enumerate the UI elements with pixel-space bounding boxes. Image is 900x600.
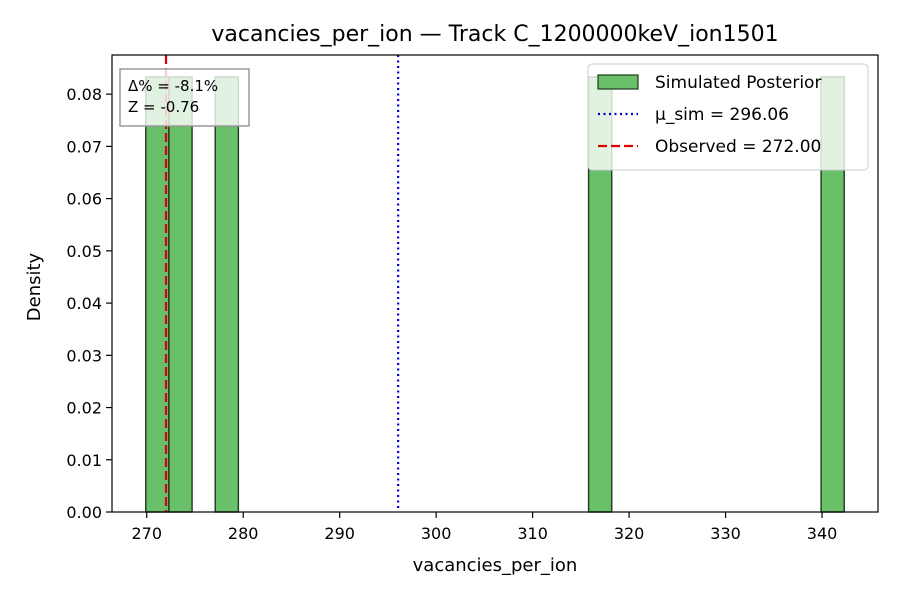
reference-lines-layer — [164, 55, 400, 512]
histogram-bar — [214, 76, 240, 513]
y-tick-label: 0.07 — [66, 137, 102, 156]
x-tick-label: 270 — [131, 524, 162, 543]
legend-box — [587, 63, 869, 171]
x-tick-label: 280 — [228, 524, 259, 543]
annotation-text: Δ% = -8.1% — [128, 77, 218, 95]
legend-label: μ_sim = 296.06 — [655, 105, 789, 125]
y-tick-label: 0.00 — [66, 503, 102, 522]
chart-title: vacancies_per_ion — Track C_1200000keV_i… — [211, 22, 778, 47]
x-tick-label: 290 — [324, 524, 355, 543]
legend-swatch-posterior — [597, 74, 639, 90]
y-tick-label: 0.08 — [66, 85, 102, 104]
legend-label: Simulated Posterior — [655, 73, 821, 93]
x-tick-label: 340 — [807, 524, 838, 543]
x-tick-label: 300 — [421, 524, 452, 543]
y-tick-label: 0.03 — [66, 346, 102, 365]
y-tick-label: 0.06 — [66, 190, 102, 209]
plot-frame — [111, 54, 879, 513]
legend-label: Observed = 272.00 — [655, 137, 821, 157]
y-tick-label: 0.04 — [66, 294, 102, 313]
annotation-text: Z = -0.76 — [128, 98, 199, 116]
x-tick-label: 310 — [517, 524, 548, 543]
bars-layer — [145, 76, 845, 513]
stats-annotation: Δ% = -8.1% Z = -0.76 — [119, 68, 250, 127]
annotation-box — [119, 68, 250, 127]
y-tick-label: 0.02 — [66, 399, 102, 418]
axes-layer: 270 280 290 300 310 320 330 340 0.00 0.01 0.02 0.03… — [66, 54, 879, 543]
histogram-bar — [168, 76, 193, 513]
y-tick-label: 0.01 — [66, 451, 102, 470]
legend: Simulated Posterior μ_sim = 296.06 Observe… — [587, 63, 869, 171]
x-tick-label: 320 — [614, 524, 645, 543]
x-axis-label: vacancies_per_ion — [413, 555, 578, 576]
y-axis-label: Density — [24, 252, 45, 321]
x-tick-label: 330 — [710, 524, 741, 543]
y-tick-label: 0.05 — [66, 242, 102, 261]
